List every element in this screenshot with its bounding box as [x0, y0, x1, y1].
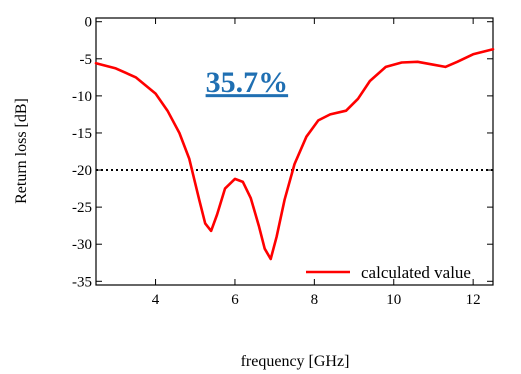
x-tick-label: 4	[152, 292, 160, 308]
x-ticks: 4 6 8 10 12	[152, 18, 481, 308]
y-ticks: 0 -5 -10 -15 -20 -25 -30 -35	[72, 15, 493, 290]
legend-label: calculated value	[361, 263, 471, 282]
y-axis-label: Return loss [dB]	[13, 98, 30, 204]
x-tick-label: 12	[466, 292, 481, 308]
x-tick-label: 8	[311, 292, 319, 308]
x-tick-label: 10	[386, 292, 401, 308]
y-tick-label: -15	[72, 126, 92, 142]
y-tick-label: -30	[72, 237, 92, 253]
x-tick-label: 6	[231, 292, 239, 308]
series-line-calculated-value	[94, 47, 495, 261]
y-tick-label: -35	[72, 274, 92, 290]
y-tick-label: -10	[72, 89, 92, 105]
y-tick-label: -5	[80, 52, 93, 68]
plot-frame	[95, 17, 494, 286]
y-tick-label: -20	[72, 163, 92, 179]
bandwidth-annotation: 35.7%	[206, 66, 289, 99]
y-tick-label: 0	[85, 15, 93, 31]
y-tick-label: -25	[72, 200, 92, 216]
x-axis-label: frequency [GHz]	[241, 353, 350, 370]
